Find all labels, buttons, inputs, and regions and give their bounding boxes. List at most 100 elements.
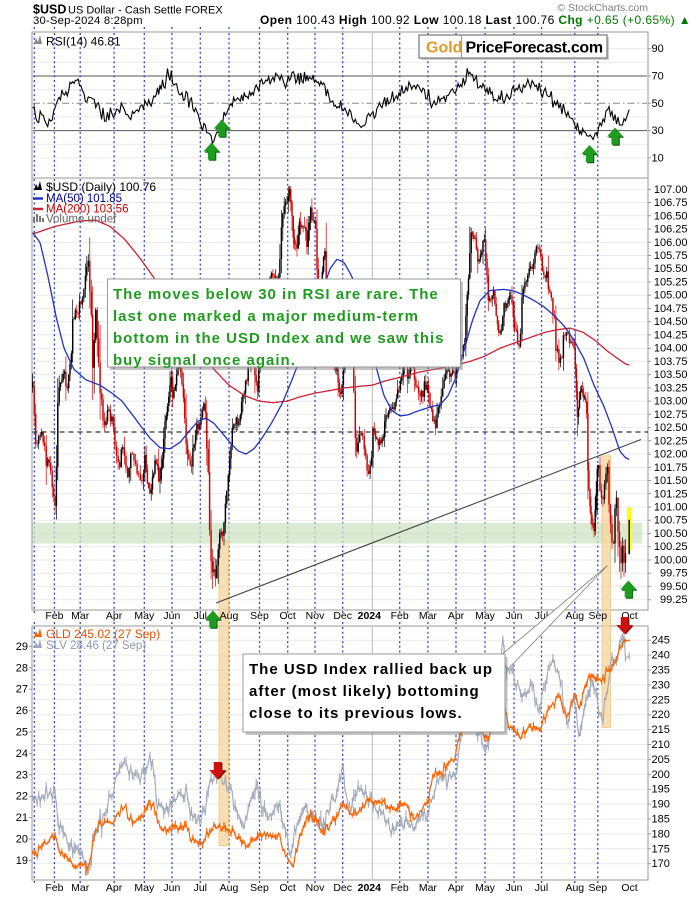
svg-text:102.50: 102.50 [654,422,688,434]
svg-text:bottom in the USD Index and we: bottom in the USD Index and we saw this [113,330,445,347]
svg-text:195: 195 [652,784,670,796]
svg-text:215: 215 [652,724,670,736]
svg-text:185: 185 [652,814,670,826]
svg-text:205: 205 [652,754,670,766]
svg-text:101.00: 101.00 [654,502,688,514]
svg-text:Oct: Oct [280,610,296,622]
svg-text:30-Sep-2024 8:28pm: 30-Sep-2024 8:28pm [33,15,143,27]
svg-text:MA(50) 101.85: MA(50) 101.85 [46,193,122,205]
svg-text:100.25: 100.25 [654,541,688,553]
svg-text:Jun: Jun [163,610,180,622]
svg-text:Aug: Aug [565,882,584,894]
svg-text:101.25: 101.25 [654,488,688,500]
svg-text:Jun: Jun [163,882,180,894]
svg-text:105.25: 105.25 [654,277,688,289]
svg-text:Apr: Apr [448,610,465,622]
svg-text:Nov: Nov [306,610,325,622]
svg-text:Volume undef: Volume undef [46,214,117,226]
svg-text:104.50: 104.50 [654,316,688,328]
svg-text:105.50: 105.50 [654,263,688,275]
svg-text:Sep: Sep [588,882,607,894]
svg-text:106.25: 106.25 [654,224,688,236]
svg-text:SLV 28.46 (27 Sep): SLV 28.46 (27 Sep) [46,640,146,652]
svg-text:175: 175 [652,843,670,855]
svg-text:Sep: Sep [250,882,269,894]
svg-text:100.00: 100.00 [654,555,688,567]
svg-text:close to its previous lows.: close to its previous lows. [249,705,463,722]
svg-text:103.25: 103.25 [654,382,688,394]
svg-text:105.75: 105.75 [654,250,688,262]
svg-text:Mar: Mar [71,610,90,622]
svg-text:24: 24 [16,748,28,760]
svg-text:50: 50 [652,98,664,110]
svg-text:104.75: 104.75 [654,303,688,315]
svg-text:27: 27 [16,684,28,696]
svg-text:MA(200) 103.56: MA(200) 103.56 [46,204,128,216]
svg-text:102.00: 102.00 [654,449,688,461]
svg-text:Dec: Dec [333,610,352,622]
svg-text:May: May [475,610,496,622]
svg-text:200: 200 [652,769,670,781]
svg-text:103.50: 103.50 [654,369,688,381]
svg-text:225: 225 [652,694,670,706]
svg-text:106.00: 106.00 [654,237,688,249]
svg-text:May: May [475,882,496,894]
svg-text:170: 170 [652,858,670,870]
svg-text:90: 90 [652,43,664,55]
svg-text:230: 230 [652,679,670,691]
svg-text:May: May [134,882,155,894]
svg-text:Feb: Feb [45,882,63,894]
svg-text:Open 100.43 High 100.92 Low 10: Open 100.43 High 100.92 Low 100.18 Last … [260,13,691,27]
svg-text:Oct: Oct [621,882,637,894]
svg-text:Aug: Aug [220,882,239,894]
svg-text:220: 220 [652,709,670,721]
svg-text:25: 25 [16,727,28,739]
svg-text:180: 180 [652,828,670,840]
svg-text:Apr: Apr [448,882,465,894]
svg-text:10: 10 [652,152,664,164]
svg-text:The moves below 30 in RSI are: The moves below 30 in RSI are rare. The [113,286,439,303]
svg-text:Gold: Gold [426,40,462,57]
svg-text:190: 190 [652,799,670,811]
svg-text:235: 235 [652,665,670,677]
svg-text:105.00: 105.00 [654,290,688,302]
svg-text:29: 29 [16,641,28,653]
svg-text:$USD: $USD [33,3,66,17]
svg-text:last one marked a major medium: last one marked a major medium-term [113,308,419,325]
svg-text:Mar: Mar [419,882,438,894]
svg-text:22: 22 [16,791,28,803]
svg-text:US Dollar - Cash Settle FOREX: US Dollar - Cash Settle FOREX [68,5,223,17]
svg-text:RSI(14) 46.81: RSI(14) 46.81 [46,35,121,49]
svg-text:103.75: 103.75 [654,356,688,368]
svg-text:Oct: Oct [280,882,296,894]
svg-text:19: 19 [16,855,28,867]
svg-text:102.25: 102.25 [654,435,688,447]
svg-text:Jul: Jul [535,882,548,894]
svg-text:PriceForecast.com: PriceForecast.com [466,40,603,57]
svg-text:May: May [134,610,155,622]
svg-text:Sep: Sep [588,610,607,622]
svg-text:after (most likely) bottoming: after (most likely) bottoming [249,683,480,700]
svg-text:Mar: Mar [71,882,90,894]
svg-text:240: 240 [652,650,670,662]
svg-text:Apr: Apr [106,882,123,894]
svg-text:buy signal once again.: buy signal once again. [113,352,296,369]
svg-text:2024: 2024 [358,882,382,894]
svg-text:107.00: 107.00 [654,184,688,196]
svg-text:26: 26 [16,705,28,717]
svg-text:103.00: 103.00 [654,396,688,408]
svg-text:Nov: Nov [306,882,325,894]
svg-text:21: 21 [16,812,28,824]
svg-text:Feb: Feb [391,882,409,894]
svg-text:100.75: 100.75 [654,515,688,527]
svg-text:102.75: 102.75 [654,409,688,421]
svg-text:101.50: 101.50 [654,475,688,487]
svg-text:Apr: Apr [106,610,123,622]
svg-text:Dec: Dec [333,882,352,894]
svg-text:20: 20 [16,834,28,846]
svg-text:100.50: 100.50 [654,528,688,540]
svg-text:28: 28 [16,662,28,674]
svg-text:Jul: Jul [194,610,207,622]
svg-text:Aug: Aug [565,610,584,622]
svg-text:2024: 2024 [358,610,382,622]
